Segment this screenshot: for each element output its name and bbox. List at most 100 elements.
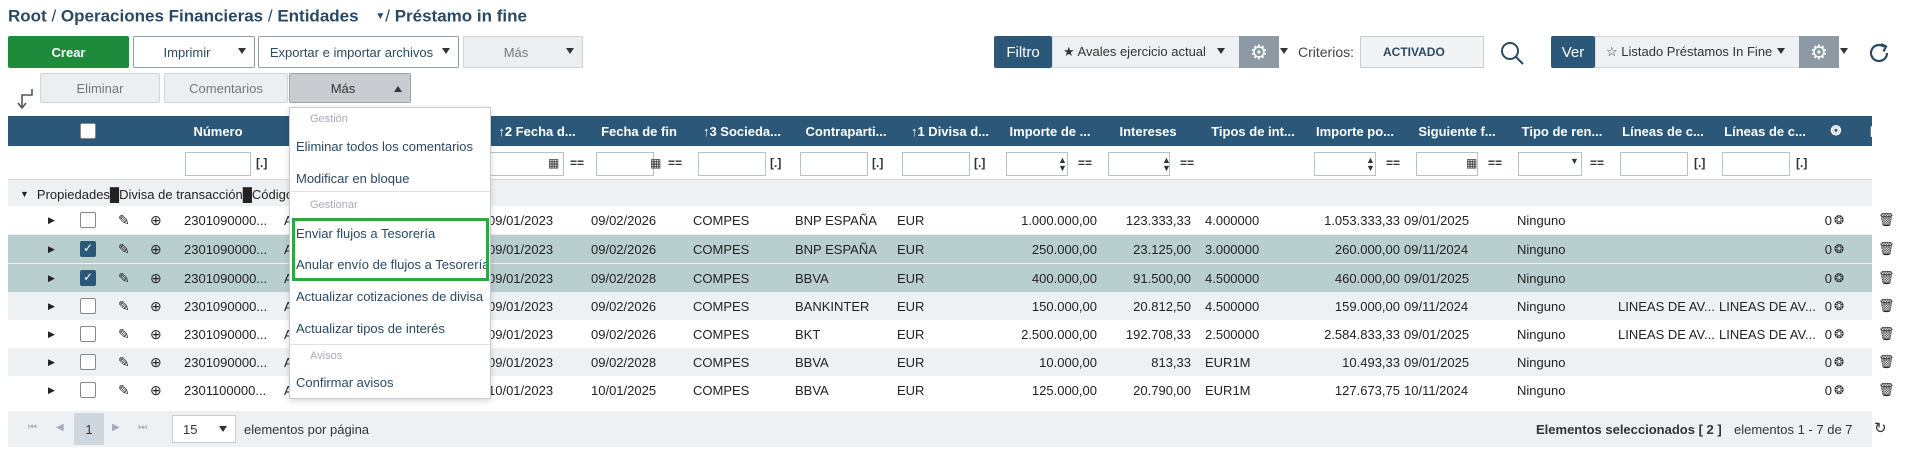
table-row[interactable]: ▶ ✎ ⊕ 2301090000... A 09/01/2023 09/02/2028 COM… <box>8 264 1895 292</box>
col-siguiente-fecha[interactable]: Siguiente f... <box>1418 123 1496 139</box>
table-row[interactable]: ▶ ✎ ⊕ 2301090000... A 09/01/2023 09/02/2026 COM… <box>8 292 1895 320</box>
row-checkbox[interactable] <box>80 354 96 370</box>
filter-list-icon[interactable]: [.] <box>1796 156 1808 170</box>
next-page-icon[interactable]: ▶ <box>112 422 120 433</box>
comments-icon[interactable]: ❂ <box>1834 242 1845 256</box>
edit-icon[interactable]: ✎ <box>118 381 130 398</box>
view-gear-icon[interactable]: ⚙ <box>1799 36 1839 68</box>
refresh-icon[interactable] <box>1866 40 1892 66</box>
calendar-icon[interactable]: ▦ <box>650 156 662 170</box>
table-row[interactable]: ▶ ✎ ⊕ 2301090000... A 09/01/2023 09/02/2026 COM… <box>8 235 1895 263</box>
filter-lineas-2-input[interactable] <box>1722 152 1790 176</box>
calendar-icon[interactable]: ▦ <box>548 156 560 170</box>
prev-page-icon[interactable]: ◀ <box>56 422 64 433</box>
filter-select[interactable]: ★ Avales ejercicio actual <box>1052 36 1240 68</box>
row-checkbox[interactable] <box>80 382 96 398</box>
col-sociedad[interactable]: ↑3 Socieda... <box>702 123 782 139</box>
trash-icon[interactable]: 🗑 <box>1878 212 1895 227</box>
table-row[interactable]: ▶ ✎ ⊕ 2301090000... A 09/01/2023 09/02/2028 COM… <box>8 348 1895 376</box>
filter-list-icon[interactable]: [.] <box>256 156 268 170</box>
breadcrumb-root[interactable]: Root <box>8 6 47 26</box>
filter-importe-pendiente-input[interactable] <box>1314 152 1376 176</box>
col-numero[interactable]: Número <box>193 123 243 139</box>
filter-list-icon[interactable]: [.] <box>770 156 782 170</box>
print-button[interactable]: Imprimir <box>133 36 255 68</box>
zoom-icon[interactable]: ⊕ <box>150 353 162 370</box>
row-checkbox[interactable] <box>80 270 96 286</box>
col-contraparte[interactable]: Contraparti... <box>805 123 887 139</box>
comments-icon[interactable]: ❂ <box>1834 271 1845 285</box>
table-row[interactable]: ▶ ✎ ⊕ 2301100000... A 10/01/2023 10/01/2025 COM… <box>8 376 1895 404</box>
col-lineas-1[interactable]: Líneas de c... <box>1622 123 1704 139</box>
refresh-icon[interactable]: ↻ <box>1874 420 1887 437</box>
stepper-icon[interactable]: ▲ ▼ <box>1366 155 1375 173</box>
comments-button[interactable]: Comentarios <box>164 73 288 103</box>
trash-icon[interactable]: 🗑 <box>1878 382 1895 397</box>
comments-icon[interactable]: ❂ <box>1834 355 1845 369</box>
expand-icon[interactable]: ▶ <box>48 384 55 395</box>
filter-contraparte-input[interactable] <box>800 152 868 176</box>
trash-icon[interactable]: 🗑 <box>1878 354 1895 369</box>
zoom-icon[interactable]: ⊕ <box>150 381 162 398</box>
comments-icon[interactable]: ❂ <box>1834 327 1845 341</box>
last-page-icon[interactable]: ⏭ <box>138 422 147 433</box>
trash-icon[interactable]: 🗑 <box>1878 270 1895 285</box>
row-checkbox[interactable] <box>80 326 96 342</box>
zoom-icon[interactable]: ⊕ <box>150 269 162 286</box>
page-size-select[interactable]: 15 <box>172 415 236 443</box>
col-lineas-2[interactable]: Líneas de c... <box>1724 123 1806 139</box>
edit-icon[interactable]: ✎ <box>118 211 130 228</box>
stepper-icon[interactable]: ▲ ▼ <box>1162 155 1171 173</box>
menu-item-bulk-edit[interactable]: Modificar en bloque <box>296 171 410 186</box>
comments-icon[interactable]: ❂ <box>1834 213 1845 227</box>
zoom-icon[interactable]: ⊕ <box>150 325 162 342</box>
menu-item-confirm-notices[interactable]: Confirmar avisos <box>296 375 394 390</box>
table-row[interactable]: ▶ ✎ ⊕ 2301090000... A 09/01/2023 09/02/2026 COM… <box>8 320 1895 348</box>
row-checkbox[interactable] <box>80 241 96 257</box>
filter-gear-icon[interactable]: ⚙ <box>1239 36 1279 68</box>
col-importe-pendiente[interactable]: Importe po... <box>1316 123 1394 139</box>
chevron-down-icon[interactable]: ▼ <box>20 189 29 199</box>
filter-importe-input[interactable] <box>1006 152 1068 176</box>
filter-siguiente-fecha-input[interactable] <box>1416 152 1478 176</box>
current-page[interactable]: 1 <box>74 413 104 445</box>
chevron-down-icon[interactable]: ▼ <box>375 11 386 23</box>
edit-icon[interactable]: ✎ <box>118 353 130 370</box>
filter-divisa-input[interactable] <box>902 152 970 176</box>
breadcrumb-operaciones[interactable]: Operaciones Financieras <box>60 6 264 26</box>
view-button[interactable]: Ver <box>1551 36 1595 68</box>
filter-numero-input[interactable] <box>185 152 251 176</box>
col-intereses[interactable]: Intereses <box>1119 123 1177 139</box>
col-fecha-inicio[interactable]: ↑2 Fecha d... <box>498 123 576 139</box>
chevron-down-icon[interactable] <box>1840 48 1848 54</box>
col-importe[interactable]: Importe de ... <box>1009 123 1091 139</box>
filter-sociedad-input[interactable] <box>698 152 766 176</box>
menu-item-cancel-send-flows[interactable]: Anular envío de flujos a Tesorería <box>296 257 490 272</box>
filter-intereses-input[interactable] <box>1108 152 1170 176</box>
chevron-down-icon[interactable] <box>1280 48 1288 54</box>
edit-icon[interactable]: ✎ <box>118 269 130 286</box>
filter-list-icon[interactable]: [.] <box>1694 156 1706 170</box>
col-fecha-fin[interactable]: Fecha de fin <box>601 123 677 139</box>
view-select[interactable]: ☆ Listado Préstamos In Fine <box>1595 36 1800 68</box>
row-checkbox[interactable] <box>80 212 96 228</box>
zoom-icon[interactable]: ⊕ <box>150 297 162 314</box>
filter-list-icon[interactable]: [.] <box>974 156 986 170</box>
expand-icon[interactable]: ▶ <box>48 214 55 225</box>
filter-lineas-1-input[interactable] <box>1620 152 1688 176</box>
group-row[interactable]: ▼ Propiedades█Divisa de transacción█Códig… <box>8 182 1872 206</box>
trash-icon[interactable]: 🗑 <box>1878 241 1895 256</box>
expand-icon[interactable]: ▶ <box>48 328 55 339</box>
menu-item-delete-all-comments[interactable]: Eliminar todos los comentarios <box>296 139 474 154</box>
expand-icon[interactable]: ▶ <box>48 272 55 283</box>
criteria-toggle[interactable]: ACTIVADO <box>1360 36 1484 68</box>
col-divisa[interactable]: ↑1 Divisa d... <box>910 123 990 139</box>
filter-fecha-inicio-input[interactable] <box>488 152 564 176</box>
zoom-icon[interactable]: ⊕ <box>150 211 162 228</box>
col-tipo-renovacion[interactable]: Tipo de ren... <box>1521 123 1603 139</box>
row-checkbox[interactable] <box>80 298 96 314</box>
stepper-icon[interactable]: ▲ ▼ <box>1058 155 1067 173</box>
select-all-checkbox[interactable] <box>80 123 96 139</box>
create-button[interactable]: Crear <box>8 36 129 68</box>
col-tipos-interes[interactable]: Tipos de int... <box>1211 123 1295 139</box>
